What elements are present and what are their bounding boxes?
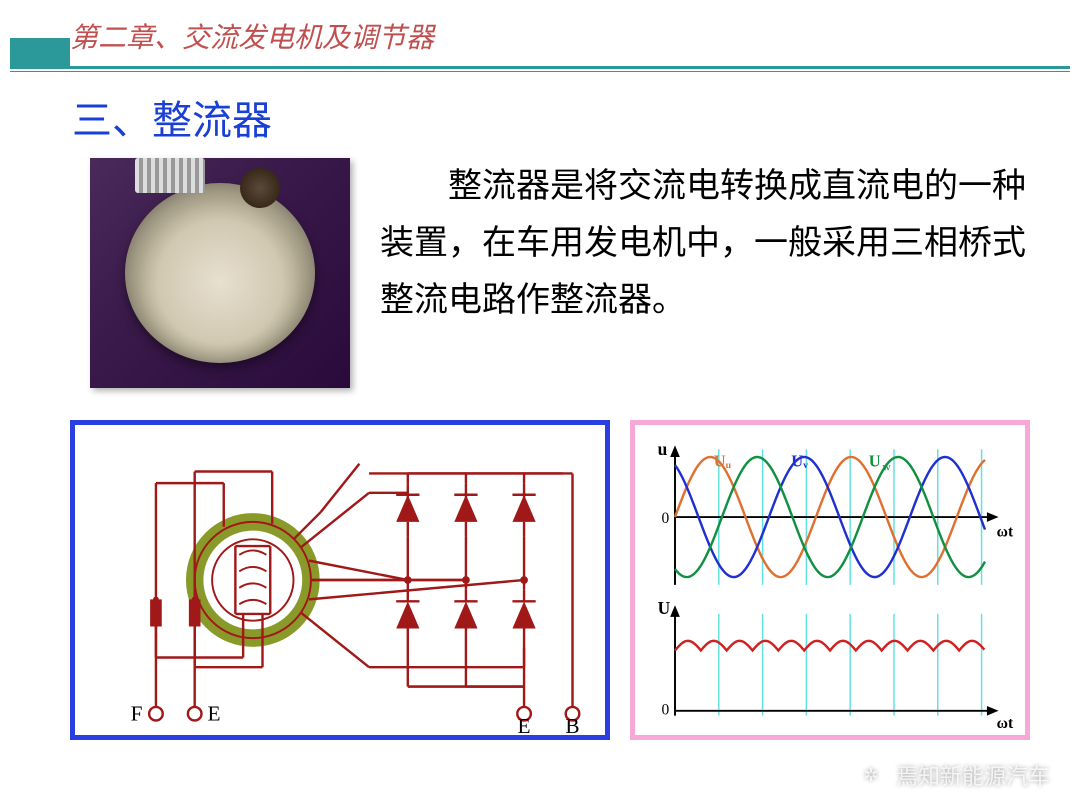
svg-text:E: E (208, 701, 221, 725)
slide-header: 第二章、交流发电机及调节器 (0, 0, 1080, 70)
svg-text:B: B (565, 714, 579, 735)
rectifier-photo-inner (125, 183, 315, 363)
watermark: ✲ 焉知新能源汽车 (854, 758, 1050, 792)
svg-text:w: w (882, 461, 891, 474)
section-title: 三、整流器 (72, 88, 272, 146)
svg-text:F: F (131, 701, 143, 725)
body-paragraph: 整流器是将交流电转换成直流电的一种装置，在车用发电机中，一般采用三相桥式整流电路… (380, 158, 1030, 329)
heatsink-shape (135, 158, 205, 193)
chapter-title: 第二章、交流发电机及调节器 (70, 16, 434, 56)
svg-text:E: E (518, 714, 531, 735)
watermark-icon: ✲ (854, 758, 888, 792)
svg-text:0: 0 (661, 702, 669, 719)
rectifier-photo (90, 158, 350, 388)
header-underline (10, 66, 1070, 72)
svg-text:Uᵥ: Uᵥ (791, 452, 808, 471)
svg-text:ωt: ωt (997, 715, 1014, 732)
svg-text:U: U (658, 598, 671, 618)
svg-text:U: U (869, 452, 881, 471)
svg-text:0: 0 (661, 510, 669, 527)
header-accent-block (10, 38, 70, 66)
svg-text:u: u (658, 439, 668, 459)
svg-text:Uᵤ: Uᵤ (714, 452, 732, 471)
circuit-diagram: FEEB (70, 420, 610, 740)
hub-shape (240, 168, 280, 208)
watermark-text: 焉知新能源汽车 (896, 759, 1050, 791)
waveform-diagram: u0ωtUᵤUᵥUwU0ωt (630, 420, 1030, 740)
svg-text:ωt: ωt (997, 523, 1014, 540)
